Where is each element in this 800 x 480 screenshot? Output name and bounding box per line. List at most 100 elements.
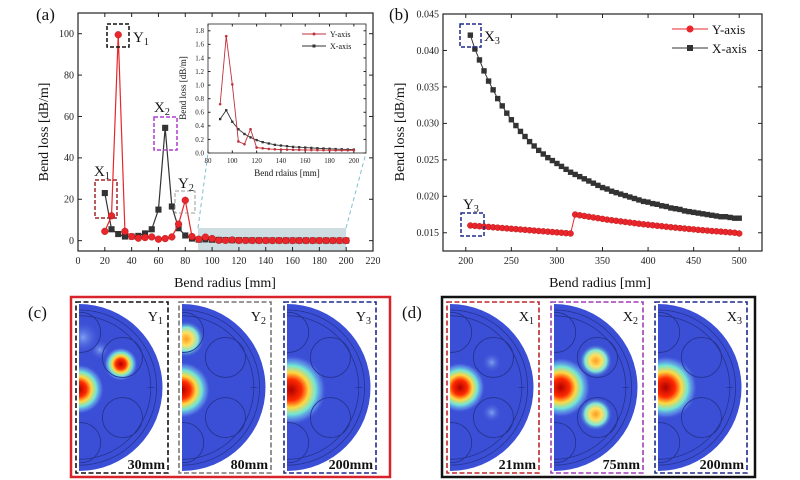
y-tick-label: 1.2 [195, 68, 204, 76]
data-point-x-axis [141, 230, 149, 237]
mode-intensity [287, 354, 327, 426]
x-tick-label: 100 [227, 157, 238, 165]
mode-field-y3: Y3 200mm [283, 301, 377, 474]
data-point-y-axis [342, 236, 350, 245]
x-tick-label: 80 [180, 256, 190, 267]
x-axis-label: Bend radius [mm] [549, 276, 651, 291]
data-point-x-axis [577, 173, 583, 180]
y-tick-label: 1.0 [195, 81, 204, 89]
data-point-x-axis [531, 143, 537, 149]
data-point-x-axis [121, 233, 128, 240]
zoom-leader-line [345, 152, 367, 229]
data-point-x-axis [572, 171, 578, 178]
data-point-x-axis [481, 68, 487, 74]
data-point-x-axis [649, 200, 656, 207]
x-tick-label: 140 [276, 157, 287, 165]
x-tick-label: 180 [312, 256, 327, 267]
data-point-x-axis [718, 214, 724, 220]
annotation-y1: Y1 [133, 30, 149, 48]
data-point-x-axis [108, 226, 115, 233]
data-point-y-axis [201, 233, 209, 241]
data-point-x-axis [704, 211, 711, 218]
chart-b: 200 250 300 350 400 450 500 0.015 0.020 0.025 0.03… [393, 9, 763, 291]
mode-field-y2: Y2 80mm [178, 301, 272, 474]
air-hole [309, 336, 351, 378]
data-point-x-axis [168, 203, 175, 210]
x-tick-label: 220 [366, 256, 381, 267]
x-tick-label: 500 [732, 256, 747, 267]
annotation-x3: X3 [484, 29, 500, 47]
air-hole [182, 422, 205, 464]
mode-label: X1 [519, 310, 534, 327]
data-point-x-axis [540, 151, 546, 157]
annotation-y3: Y3 [463, 197, 479, 215]
fiber-cross-section [554, 304, 638, 471]
inset-legend-x-axis: X-axis [330, 42, 351, 51]
y-tick-label: 100 [59, 29, 74, 40]
data-point-y-axis [255, 236, 263, 245]
air-hole [450, 311, 473, 353]
data-point-y-axis [243, 142, 246, 146]
data-point-x-axis [709, 212, 715, 218]
y-tick-label: 60 [64, 112, 74, 123]
inset-background [208, 24, 366, 153]
air-hole [182, 311, 205, 353]
data-point-y-axis [101, 227, 109, 235]
plot-frame [77, 12, 374, 252]
data-point-x-axis [285, 145, 289, 148]
x-tick-label: 120 [251, 157, 262, 165]
data-point-x-axis [162, 124, 169, 131]
data-point-x-axis [522, 133, 528, 140]
data-point-y-axis [224, 34, 228, 38]
annotation-box-x2 [153, 116, 178, 151]
cladding-ring [658, 309, 737, 466]
inset-y-axis-label: Bend loss [dB/m] [178, 56, 188, 120]
mode-intensity [104, 347, 138, 381]
data-point-y-axis [329, 236, 337, 245]
data-point-x-axis [677, 206, 683, 213]
data-point-y-axis [291, 148, 295, 152]
data-point-x-axis [613, 189, 619, 196]
data-point-y-axis [340, 148, 343, 152]
data-point-y-axis [285, 148, 289, 151]
data-point-y-axis [134, 234, 142, 242]
y-tick-label: 0.8 [195, 95, 204, 103]
y-tick-label: 1.4 [195, 54, 204, 62]
air-hole [79, 422, 102, 464]
bend-radius-label: 80mm [231, 458, 269, 473]
data-point-x-axis [175, 225, 182, 232]
air-hole [287, 422, 310, 464]
data-point-y-axis [231, 83, 234, 86]
data-point-x-axis [526, 138, 533, 145]
data-point-y-axis [128, 232, 136, 241]
legend-x-axis: X-axis [712, 41, 747, 56]
y-axis-label: Bend loss [dB/m] [393, 83, 408, 182]
mode-field-x2: X2 75mm [550, 301, 644, 474]
data-point-y-axis [114, 31, 122, 39]
air-hole [554, 422, 577, 464]
mode-intensity [579, 397, 613, 431]
data-point-y-axis [267, 147, 271, 151]
y-tick-label: 0.4 [195, 122, 204, 130]
x-tick-label: 140 [258, 256, 273, 267]
data-point-y-axis [315, 236, 323, 245]
data-point-x-axis [467, 32, 474, 38]
y-tick-label: 0.6 [195, 109, 204, 117]
mode-intensity [481, 402, 502, 423]
data-point-x-axis [513, 122, 519, 129]
data-point-x-axis [328, 147, 331, 150]
air-hole [287, 311, 310, 353]
data-point-y-axis [322, 148, 325, 152]
y-tick-label: 0.015 [417, 228, 440, 239]
data-point-x-axis [508, 117, 515, 123]
data-point-y-axis [242, 236, 250, 245]
data-point-x-axis [476, 57, 483, 63]
zoom-leader-line [197, 152, 209, 229]
mode-box [654, 301, 748, 474]
data-point-y-axis [567, 230, 574, 237]
data-point-x-axis [225, 109, 228, 112]
data-point-x-axis [713, 213, 720, 219]
mode-intensity [658, 355, 698, 420]
data-point-y-axis [208, 234, 216, 243]
legend-y-axis: Y-axis [712, 22, 745, 37]
